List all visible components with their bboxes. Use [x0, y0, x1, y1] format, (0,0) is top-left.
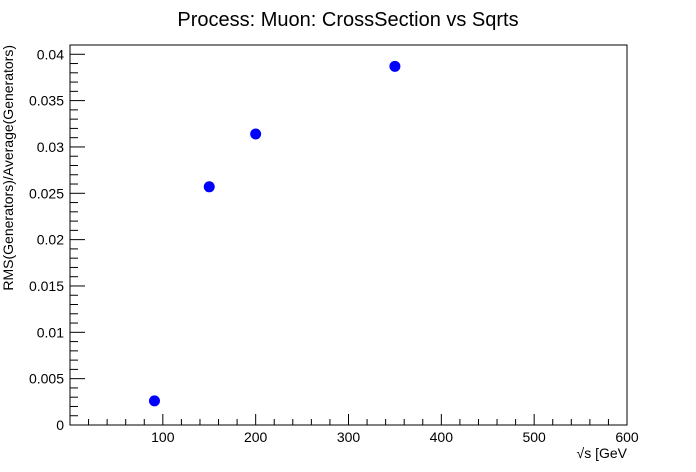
x-tick-label: 100 — [151, 429, 175, 445]
x-tick-label: 300 — [337, 429, 361, 445]
x-axis-tick-labels: 100 200 300 400 500 600 — [151, 429, 639, 445]
x-tick-label: 600 — [615, 429, 639, 445]
y-axis-tick-labels: 0 0.005 0.01 0.015 0.02 0.025 0.03 0.035 0.04 — [29, 46, 64, 433]
y-axis-title: RMS(Generators)/Average(Generators) — [0, 45, 16, 291]
data-points — [148, 60, 401, 407]
x-tick-label: 500 — [522, 429, 546, 445]
y-axis-ticks — [70, 44, 85, 417]
chart-title: Process: Muon: CrossSection vs Sqrts — [177, 9, 518, 31]
y-tick-label: 0 — [56, 417, 64, 433]
data-point — [389, 60, 401, 72]
y-tick-label: 0.03 — [37, 139, 64, 155]
x-tick-label: 400 — [430, 429, 454, 445]
x-tick-label: 200 — [244, 429, 268, 445]
y-tick-label: 0.025 — [29, 185, 64, 201]
y-tick-label: 0.02 — [37, 232, 64, 248]
y-tick-label: 0.015 — [29, 278, 64, 294]
y-tick-label: 0.005 — [29, 371, 64, 387]
y-tick-label: 0.035 — [29, 93, 64, 109]
data-point — [250, 128, 262, 140]
x-axis-ticks — [88, 414, 609, 425]
y-tick-label: 0.04 — [37, 46, 64, 62]
data-point — [203, 181, 215, 193]
y-tick-label: 0.01 — [37, 324, 64, 340]
x-axis-title: √s [GeV — [577, 445, 628, 461]
data-point — [148, 395, 160, 407]
